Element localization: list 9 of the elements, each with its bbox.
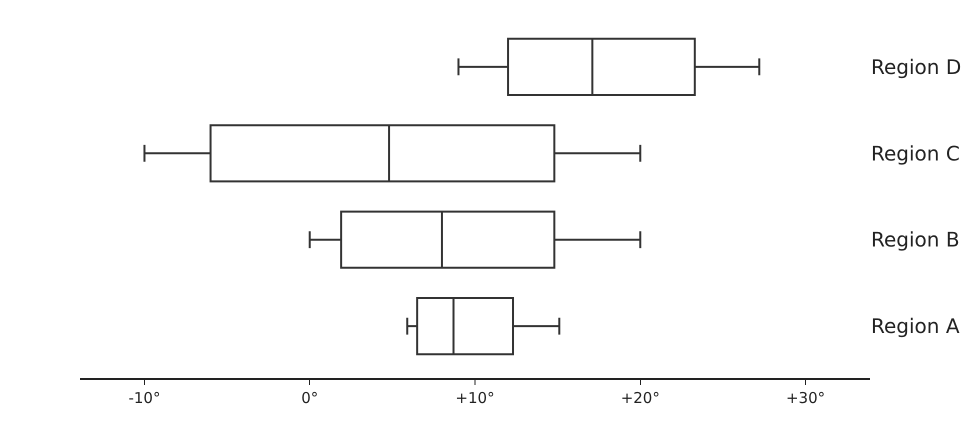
- y-tick-label: Region B: [871, 228, 960, 252]
- x-tick-label: +10°: [455, 389, 495, 407]
- x-tick-label: +20°: [620, 389, 660, 407]
- y-tick-label: Region C: [871, 141, 960, 166]
- y-tick-label: Region A: [871, 314, 960, 338]
- y-tick-label: Region D: [871, 54, 962, 79]
- x-tick-label: -10°: [128, 389, 160, 407]
- x-tick-label: 0°: [301, 389, 318, 407]
- x-tick-label: +30°: [786, 389, 826, 407]
